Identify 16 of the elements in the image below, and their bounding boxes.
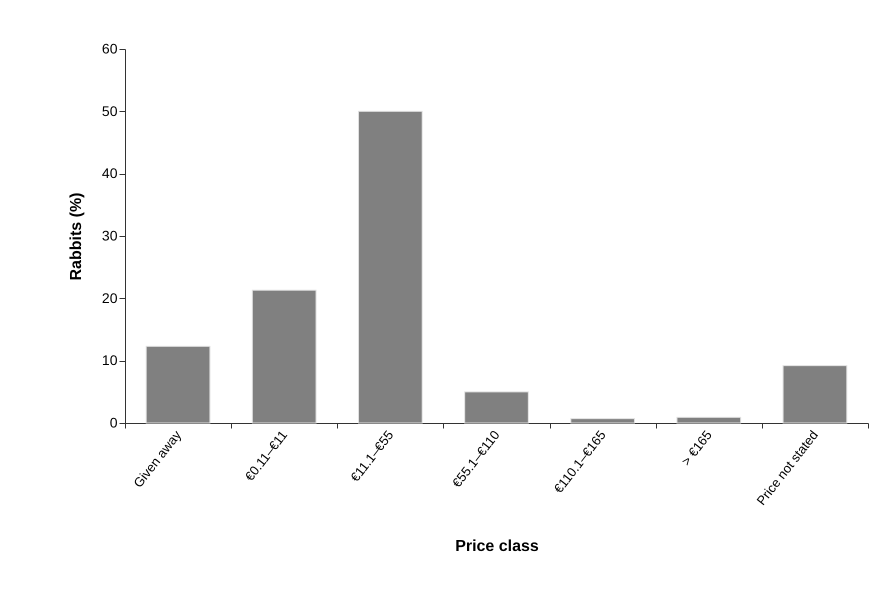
y-tick-label: 50 — [102, 102, 118, 119]
bar — [252, 290, 317, 424]
bar — [782, 365, 848, 424]
bar — [146, 346, 210, 424]
y-tick-label: 40 — [102, 165, 118, 182]
bar — [570, 418, 635, 424]
y-tick-label: 30 — [102, 228, 118, 244]
y-tick-label: 0 — [110, 414, 118, 430]
bar — [358, 110, 423, 424]
bar — [676, 416, 742, 424]
y-tick-label: 20 — [102, 290, 118, 306]
x-axis-title: Price class — [455, 538, 539, 555]
y-axis-title: Rabbits (%) — [68, 192, 85, 280]
y-tick-label: 60 — [102, 40, 118, 56]
bar — [464, 391, 529, 424]
y-tick-label: 10 — [102, 352, 118, 368]
